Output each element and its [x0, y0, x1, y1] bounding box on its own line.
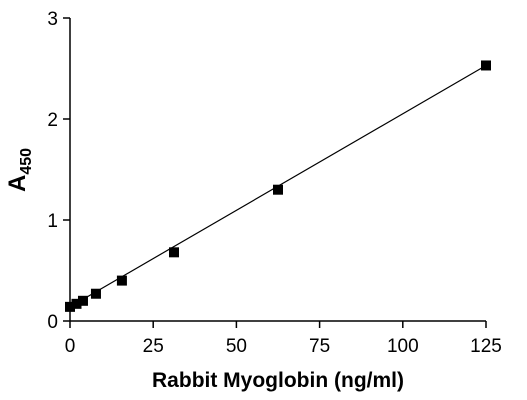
y-axis-title-subscript: 450 — [18, 148, 35, 175]
y-ticks: 0 1 2 3 — [47, 9, 70, 333]
data-point — [90, 288, 101, 299]
x-tick-label: 0 — [65, 336, 76, 357]
y-tick-label: 3 — [47, 9, 58, 30]
x-tick-label: 50 — [226, 336, 247, 357]
data-point — [71, 298, 82, 309]
data-point — [77, 295, 88, 306]
data-point — [481, 60, 491, 71]
x-axis-title: Rabbit Myoglobin (ng/ml) — [152, 369, 404, 392]
data-point — [169, 247, 179, 258]
y-tick-label: 0 — [47, 312, 58, 333]
x-tick-label: 25 — [143, 336, 164, 357]
svg-text:A450: A450 — [4, 148, 35, 192]
x-ticks: 0 25 50 75 100 125 — [65, 321, 502, 357]
data-point — [116, 275, 127, 286]
axes — [69, 18, 486, 322]
y-axis-title: A450 — [4, 148, 35, 192]
y-tick-label: 1 — [47, 211, 58, 232]
data-point — [65, 301, 75, 312]
x-tick-label: 75 — [309, 336, 330, 357]
x-tick-label: 100 — [387, 336, 419, 357]
x-tick-label: 125 — [470, 336, 502, 357]
data-point — [273, 184, 283, 195]
y-tick-label: 2 — [47, 110, 58, 131]
data-points — [65, 60, 491, 312]
y-axis-title-main: A — [4, 175, 31, 192]
